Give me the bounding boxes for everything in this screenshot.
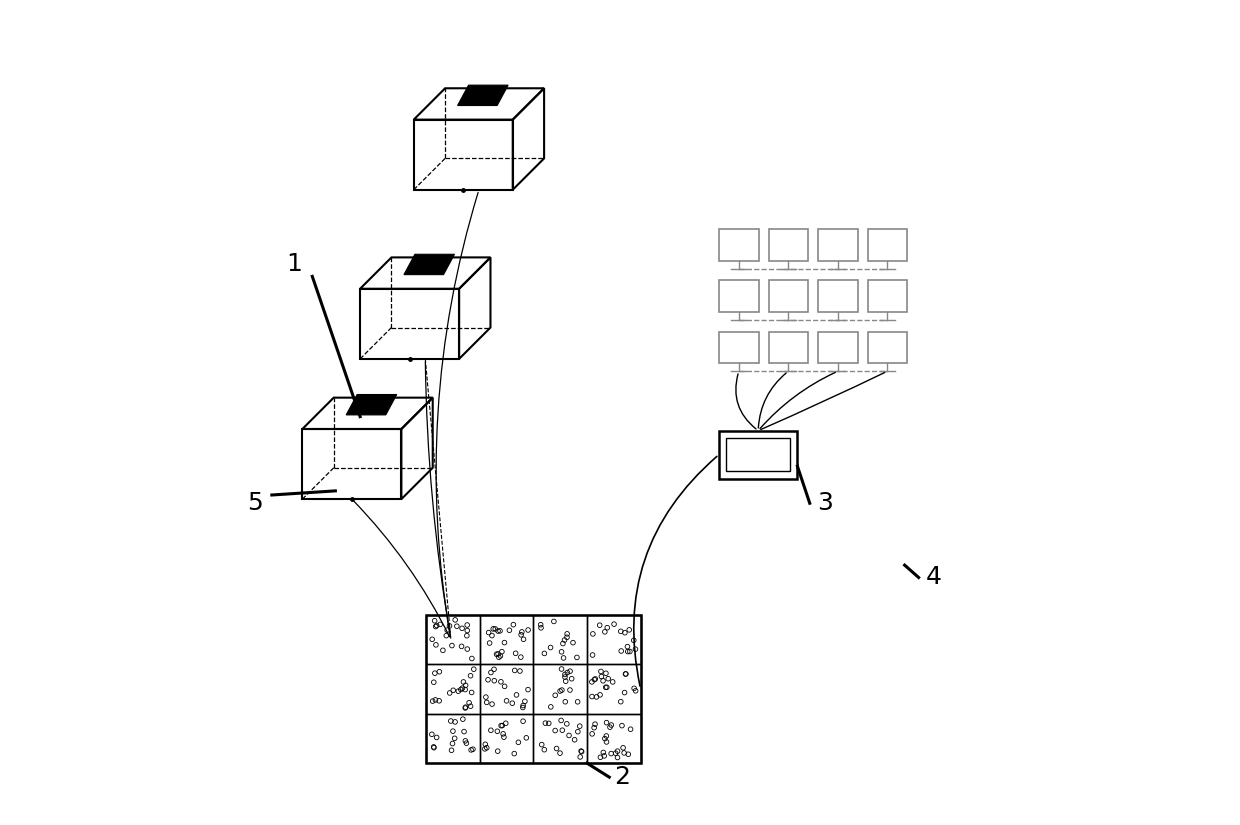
Bar [727, 438, 790, 471]
Bar [427, 714, 480, 763]
Bar [719, 280, 759, 312]
Bar [868, 332, 908, 363]
Bar [868, 280, 908, 312]
Bar [587, 615, 641, 664]
Bar [533, 714, 587, 763]
Polygon shape [346, 394, 397, 415]
Polygon shape [458, 85, 508, 106]
Bar [480, 664, 533, 714]
Bar [719, 431, 797, 478]
Polygon shape [404, 254, 455, 275]
Bar [719, 332, 759, 363]
Bar [868, 229, 908, 261]
Bar [587, 714, 641, 763]
Bar [818, 332, 858, 363]
Bar [769, 280, 808, 312]
Bar [818, 280, 858, 312]
Bar [427, 615, 480, 664]
Bar [818, 229, 858, 261]
Bar [427, 615, 641, 763]
Bar [480, 714, 533, 763]
Bar [769, 332, 808, 363]
Bar [533, 615, 587, 664]
Text: 2: 2 [614, 765, 630, 790]
Bar [719, 229, 759, 261]
Bar [769, 229, 808, 261]
Text: 4: 4 [925, 565, 941, 590]
Bar [587, 664, 641, 714]
Bar [480, 615, 533, 664]
Text: 3: 3 [817, 491, 832, 516]
Text: 1: 1 [286, 252, 303, 276]
Bar [427, 664, 480, 714]
Bar [533, 664, 587, 714]
Text: 5: 5 [248, 491, 263, 516]
